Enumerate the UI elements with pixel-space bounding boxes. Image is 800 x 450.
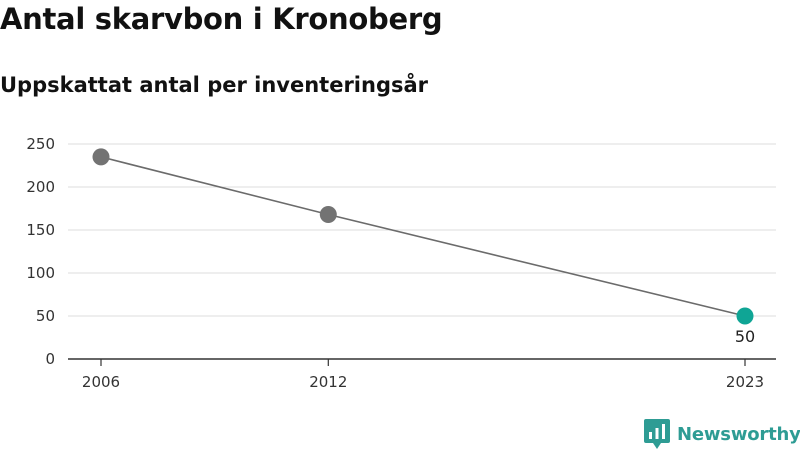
highlight-point	[736, 307, 754, 325]
y-tick-label: 150	[26, 221, 55, 239]
x-tick-label: 2006	[82, 373, 120, 391]
data-point	[92, 148, 110, 166]
brand-name: Newsworthy	[677, 423, 800, 445]
y-tick-label: 0	[45, 350, 55, 368]
data-label: 50	[735, 327, 755, 346]
y-tick-label: 200	[26, 178, 55, 196]
y-tick-label: 250	[26, 135, 55, 153]
chart-title: Antal skarvbon i Kronoberg	[0, 2, 443, 36]
newsworthy-brand: Newsworthy	[644, 419, 800, 449]
newsworthy-logo-icon	[644, 419, 670, 449]
y-tick-label: 50	[36, 307, 55, 325]
data-point	[319, 206, 337, 224]
series-line	[100, 156, 746, 317]
x-tick-label: 2012	[309, 373, 347, 391]
line-chart: 0 50 100 150 200 250 2006 2012 2023 50	[26, 135, 776, 391]
y-tick-label: 100	[26, 264, 55, 282]
x-tick-label: 2023	[726, 373, 764, 391]
chart-subtitle: Uppskattat antal per inventeringsår	[0, 73, 429, 97]
